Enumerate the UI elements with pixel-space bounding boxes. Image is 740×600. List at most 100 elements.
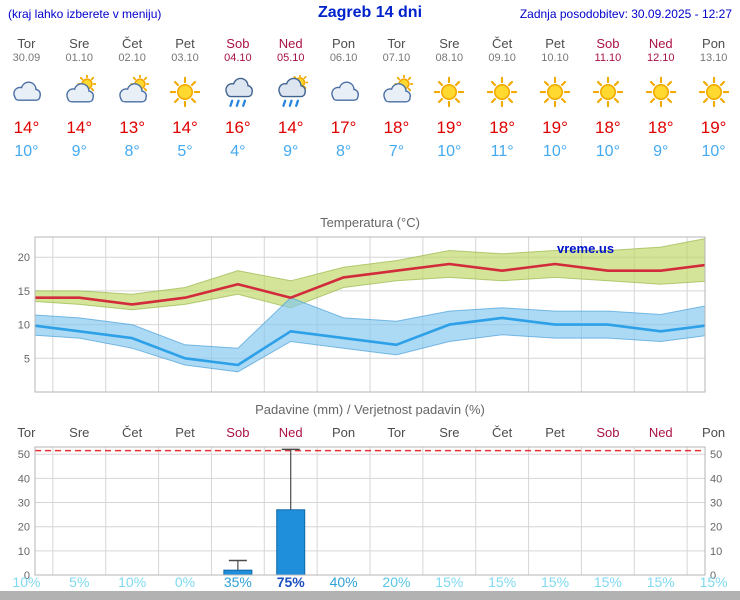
- day-column: Čet 09.10 18° 11°: [476, 30, 529, 161]
- day-column: Tor 30.09 14° 10°: [0, 30, 53, 161]
- day-column: Ned 05.10 14° 9°: [264, 30, 317, 161]
- min-temperature: 10°: [437, 143, 462, 160]
- max-temperature: 17°: [330, 118, 357, 137]
- min-temperature: 9°: [653, 143, 669, 160]
- max-temperature: 13°: [119, 118, 145, 137]
- precip-gridlines: [35, 447, 705, 575]
- max-temperature: 18°: [383, 118, 410, 137]
- day-column: Pon 06.10 17° 8°: [317, 30, 370, 161]
- precip-day-labels: Tor Sre Čet Pet Sob Ned Pon Tor Sre Čet Pet Sob Ned P…: [0, 425, 740, 440]
- day-name: Sob: [226, 36, 250, 51]
- max-temperature: 18°: [647, 118, 674, 137]
- day-date: 07.10: [382, 52, 411, 64]
- day-name: Sre: [439, 36, 460, 51]
- day-date: 03.10: [171, 52, 199, 64]
- sun-icon: [591, 75, 625, 109]
- day-label: Sob: [226, 425, 250, 440]
- precip-probability-row: 10% 5% 10% 0% 35% 75% 40% 20% 15% 15% 15% 15% 15% 15%: [0, 574, 740, 590]
- precip-chart-title: Padavine (mm) / Verjetnost padavin (%): [255, 402, 485, 417]
- precip-probability: 20%: [382, 574, 411, 590]
- day-label: Pet: [545, 425, 565, 440]
- location-hint: (kraj lahko izberete v meniju): [8, 7, 162, 21]
- precip-y-tick-right: 40: [710, 473, 722, 485]
- max-temperature: 19°: [436, 118, 463, 137]
- temp-y-tick: 15: [18, 286, 30, 298]
- precip-y-tick-left: 30: [18, 498, 30, 510]
- day-name: Tor: [17, 36, 36, 51]
- day-column: Pon 13.10 19° 10°: [687, 30, 740, 161]
- rain-icon: [221, 75, 255, 109]
- day-date: 11.10: [594, 52, 622, 64]
- day-label: Sre: [69, 425, 90, 440]
- day-name: Čet: [122, 36, 143, 51]
- day-label: Sob: [596, 425, 620, 440]
- precip-probability: 75%: [276, 574, 305, 590]
- day-date: 12.10: [646, 52, 675, 64]
- temp-chart-frame: [34, 236, 706, 393]
- precip-probability: 15%: [646, 574, 675, 590]
- max-temperature: 14°: [13, 118, 40, 137]
- min-temp-band: [35, 297, 705, 373]
- watermark-link[interactable]: vreme.us: [557, 241, 615, 256]
- precip-probability: 35%: [223, 574, 252, 590]
- day-name: Pon: [332, 36, 356, 51]
- min-temperature: 9°: [71, 143, 87, 160]
- day-date: 06.10: [329, 52, 358, 64]
- max-temperature: 14°: [277, 118, 304, 137]
- sun-icon: [432, 75, 466, 109]
- min-temperature: 4°: [230, 143, 246, 160]
- precip-y-tick-left: 20: [18, 522, 30, 534]
- days-row: Tor 30.09 14° 10° Sre 01.10 14° 9° Čet 02.10 13° 8°…: [0, 30, 740, 161]
- sun-icon: [644, 75, 678, 109]
- last-updated: Zadnja posodobitev: 30.09.2025 - 12:27: [519, 7, 732, 21]
- precip-probability: 10%: [118, 574, 147, 590]
- min-temperature: 7°: [388, 143, 405, 160]
- precip-y-tick-right: 10: [710, 546, 722, 558]
- precip-y-tick-right: 30: [710, 498, 722, 510]
- precip-probability: 40%: [329, 574, 358, 590]
- sun-icon: [168, 75, 202, 109]
- day-name: Sob: [596, 36, 620, 51]
- precip-y-tick-right: 50: [710, 449, 722, 461]
- day-label: Sre: [439, 425, 460, 440]
- day-column: Pet 10.10 19° 10°: [529, 30, 582, 161]
- day-column: Tor 07.10 18° 7°: [370, 30, 423, 161]
- min-temperature: 10°: [595, 143, 620, 160]
- day-date: 02.10: [118, 52, 146, 64]
- sun-icon: [485, 75, 519, 109]
- sun-cloud-icon: [379, 74, 415, 109]
- day-date: 10.10: [541, 52, 569, 64]
- day-date: 09.10: [488, 52, 516, 64]
- day-name: Ned: [648, 36, 673, 51]
- max-temperature: 19°: [542, 118, 568, 137]
- sun-cloud-icon: [115, 74, 150, 109]
- day-label: Ned: [648, 425, 673, 440]
- day-date: 13.10: [699, 52, 728, 64]
- day-name: Pon: [702, 36, 726, 51]
- min-temperature: 10°: [14, 143, 39, 160]
- cloud-icon: [9, 75, 43, 109]
- max-temperature: 19°: [700, 118, 727, 137]
- max-temperature: 16°: [225, 118, 251, 137]
- min-temperature: 8°: [335, 143, 352, 160]
- precip-bar: [276, 509, 306, 576]
- footer-bar: [0, 591, 740, 600]
- day-date: 08.10: [435, 52, 464, 64]
- precip-probability: 15%: [593, 574, 622, 590]
- min-temperature: 10°: [542, 143, 568, 160]
- temperature-chart: 5 10 15 20: [18, 236, 706, 393]
- precip-y-tick-right: 0: [710, 570, 716, 582]
- precip-y-tick-right: 20: [710, 522, 722, 534]
- precip-probability: 0%: [174, 574, 196, 590]
- sun-cloud-icon: [62, 74, 97, 109]
- day-name: Ned: [278, 36, 303, 51]
- temp-y-tick: 5: [24, 353, 30, 365]
- day-label: Pon: [332, 425, 356, 440]
- day-column: Čet 02.10 13° 8°: [106, 30, 159, 161]
- min-temperature: 11°: [490, 143, 514, 160]
- precip-y-tick-left: 10: [18, 546, 30, 558]
- precip-probability: 5%: [69, 574, 90, 590]
- day-label: Tor: [387, 425, 406, 440]
- min-temperature: 5°: [177, 143, 193, 160]
- max-temperature: 14°: [172, 118, 198, 137]
